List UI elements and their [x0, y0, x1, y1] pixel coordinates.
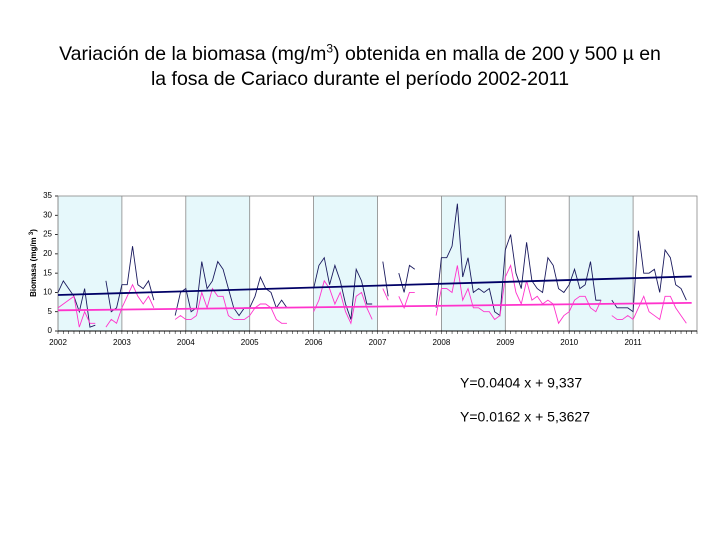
title-superscript: 3: [326, 41, 334, 56]
y-tick-label: 0: [48, 326, 53, 335]
series-line: [57, 263, 687, 328]
year-band: [441, 196, 506, 331]
year-band: [58, 196, 122, 331]
title-part: Variación de la biomasa (mg/m: [59, 43, 327, 65]
trend-line: [57, 275, 692, 296]
x-tick-label: 2007: [369, 338, 387, 347]
x-tick-label: 2010: [560, 338, 578, 347]
y-label-superscript: 3: [29, 231, 35, 235]
x-tick-label: 2011: [624, 338, 642, 347]
x-tick-label: 2004: [177, 338, 195, 347]
x-tick-label: 2006: [305, 338, 323, 347]
chart-title: Variación de la biomasa (mg/m3) obtenida…: [20, 42, 700, 92]
trend-line: [57, 301, 692, 312]
y-tick-label: 30: [43, 210, 52, 219]
y-tick-label: 5: [48, 307, 53, 316]
year-band: [569, 196, 634, 331]
y-tick-label: 10: [43, 288, 52, 297]
title-part: ) obtenida en malla de 200 y 500 µ en: [333, 43, 661, 65]
trend-equation: Y=0.0404 x + 9,337: [460, 375, 582, 391]
x-tick-label: 2003: [113, 338, 131, 347]
y-axis-label: Biomasa (mg/m 3): [29, 229, 39, 297]
y-label-part: ): [29, 229, 38, 232]
trend-equation: Y=0.0162 x + 5,3627: [460, 409, 590, 425]
x-tick-label: 2009: [496, 338, 514, 347]
x-tick-label: 2008: [433, 338, 451, 347]
y-tick-label: 15: [43, 268, 52, 277]
title-part: la fosa de Cariaco durante el período 20…: [150, 68, 570, 90]
y-tick-label: 35: [43, 191, 52, 200]
x-tick-label: 2005: [241, 338, 259, 347]
y-tick-label: 25: [43, 230, 52, 239]
y-tick-label: 20: [43, 249, 52, 258]
x-tick-label: 2002: [49, 338, 67, 347]
y-label-part: Biomasa (mg/m: [29, 235, 38, 297]
year-band: [185, 196, 250, 331]
